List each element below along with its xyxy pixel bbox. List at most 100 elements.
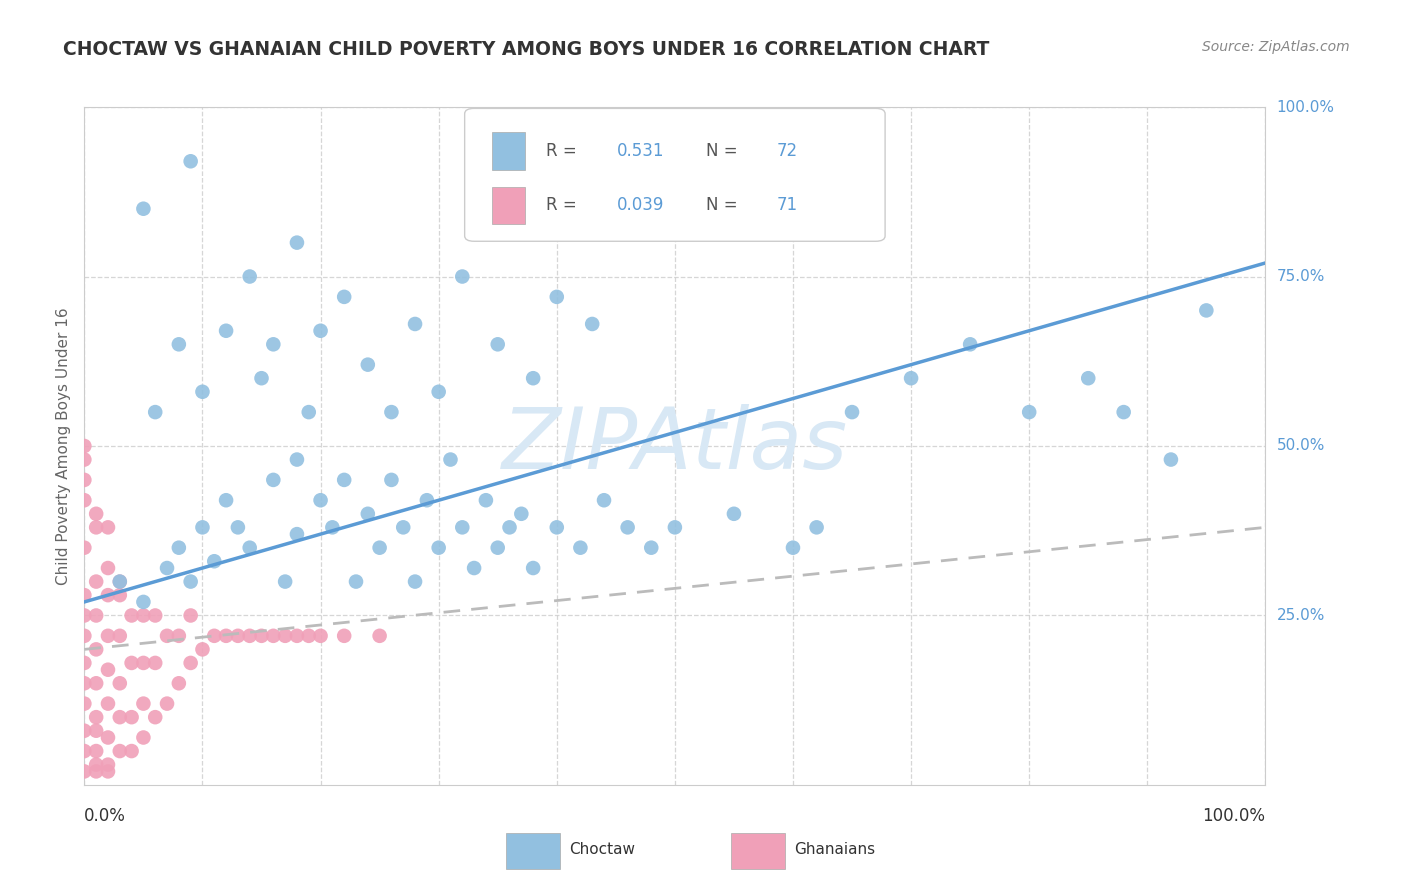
Point (84, 520, 107, 534)
Point (274, 629, 297, 643)
Point (262, 337, 284, 351)
Text: 75.0%: 75.0% (1277, 269, 1324, 284)
Text: Ghanaians: Ghanaians (794, 842, 876, 856)
Point (180, 154, 202, 169)
Point (108, 676, 131, 690)
Point (522, 371, 544, 385)
Point (108, 710, 131, 724)
Point (191, 520, 214, 534)
Point (156, 629, 179, 643)
FancyBboxPatch shape (492, 186, 524, 224)
Text: N =: N = (706, 196, 742, 214)
Text: 100.0%: 100.0% (1202, 807, 1265, 825)
Point (84, 507, 107, 521)
Point (108, 574, 131, 589)
Point (581, 317, 603, 331)
Point (959, 337, 981, 351)
FancyBboxPatch shape (464, 109, 886, 241)
Point (309, 493, 332, 508)
Point (380, 473, 402, 487)
Point (84, 608, 107, 623)
Point (97, 629, 120, 643)
Point (486, 541, 509, 555)
Point (73, 656, 96, 670)
Point (167, 629, 190, 643)
Point (167, 676, 190, 690)
Point (226, 629, 249, 643)
Point (97, 757, 120, 772)
Point (143, 405, 166, 419)
Point (1112, 405, 1135, 419)
Point (84, 723, 107, 738)
Point (121, 710, 143, 724)
Point (73, 629, 96, 643)
Point (392, 520, 415, 534)
Point (180, 574, 202, 589)
Point (640, 541, 662, 555)
Point (344, 574, 367, 589)
Point (226, 520, 249, 534)
Point (498, 520, 520, 534)
Point (191, 384, 214, 399)
Point (404, 317, 426, 331)
Point (900, 371, 922, 385)
Point (664, 520, 686, 534)
Point (97, 764, 120, 779)
Point (143, 656, 166, 670)
Text: Choctaw: Choctaw (569, 842, 636, 856)
Point (108, 629, 131, 643)
Point (215, 493, 238, 508)
Point (167, 337, 190, 351)
Point (97, 663, 120, 677)
Point (84, 642, 107, 657)
Point (404, 574, 426, 589)
Point (132, 202, 155, 216)
Point (1018, 405, 1040, 419)
Point (132, 656, 155, 670)
Point (202, 629, 225, 643)
Point (84, 764, 107, 779)
Point (1195, 303, 1218, 318)
Point (97, 588, 120, 602)
Point (262, 473, 284, 487)
Point (333, 290, 356, 304)
Text: 72: 72 (776, 142, 797, 160)
Point (73, 697, 96, 711)
Point (368, 541, 391, 555)
Point (451, 269, 474, 284)
Text: 25.0%: 25.0% (1277, 608, 1324, 623)
Text: 0.0%: 0.0% (84, 807, 127, 825)
Point (475, 493, 498, 508)
Text: 0.531: 0.531 (617, 142, 665, 160)
Text: R =: R = (546, 142, 582, 160)
Point (108, 574, 131, 589)
Point (357, 358, 380, 372)
Point (285, 629, 308, 643)
Point (108, 744, 131, 758)
Point (121, 744, 143, 758)
Point (806, 520, 828, 534)
Point (73, 723, 96, 738)
Text: R =: R = (546, 196, 582, 214)
Point (73, 493, 96, 508)
Point (143, 608, 166, 623)
Point (84, 744, 107, 758)
Point (321, 520, 343, 534)
Point (97, 731, 120, 745)
Point (309, 629, 332, 643)
Point (202, 554, 225, 568)
Point (121, 608, 143, 623)
Point (121, 656, 143, 670)
Point (191, 642, 214, 657)
Point (451, 520, 474, 534)
Point (84, 757, 107, 772)
Point (73, 608, 96, 623)
Point (782, 541, 804, 555)
Point (132, 731, 155, 745)
Point (250, 371, 273, 385)
Point (616, 520, 638, 534)
Point (215, 324, 238, 338)
Point (239, 629, 262, 643)
Point (486, 337, 509, 351)
Point (285, 527, 308, 541)
